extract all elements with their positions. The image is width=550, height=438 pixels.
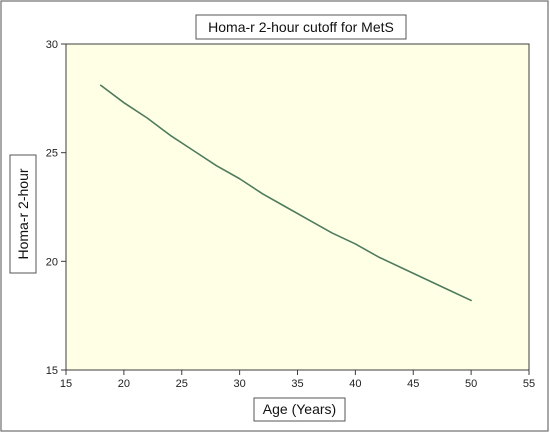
y-tick-label: 25 bbox=[46, 148, 58, 160]
x-axis-label: Age (Years) bbox=[263, 401, 336, 417]
title-box bbox=[195, 14, 407, 40]
series-layer bbox=[99, 84, 472, 302]
x-tick-label: 15 bbox=[60, 378, 72, 390]
plot-area bbox=[65, 43, 530, 371]
y-tick-label: 30 bbox=[46, 39, 58, 51]
x-tick-label: 55 bbox=[523, 378, 535, 390]
x-axis-ticks: 15 20 25 30 35 40 45 50 55 bbox=[60, 370, 535, 390]
y-axis-ticks: 15 20 25 30 bbox=[46, 39, 66, 377]
y-tick-label: 20 bbox=[46, 256, 58, 268]
x-tick-label: 40 bbox=[349, 378, 361, 390]
y-tick-label: 15 bbox=[46, 365, 58, 377]
y-axis-label-box bbox=[9, 154, 37, 274]
x-tick-label: 30 bbox=[234, 378, 246, 390]
series-line bbox=[99, 84, 472, 302]
x-tick-label: 45 bbox=[407, 378, 419, 390]
x-tick-label: 20 bbox=[118, 378, 130, 390]
y-axis-label: Homa-r 2-hour bbox=[15, 168, 31, 259]
chart-title: Homa-r 2-hour cutoff for MetS bbox=[208, 19, 394, 35]
x-tick-label: 25 bbox=[176, 378, 188, 390]
x-axis-label-box bbox=[253, 397, 346, 422]
x-tick-label: 35 bbox=[291, 378, 303, 390]
x-tick-label: 50 bbox=[465, 378, 477, 390]
